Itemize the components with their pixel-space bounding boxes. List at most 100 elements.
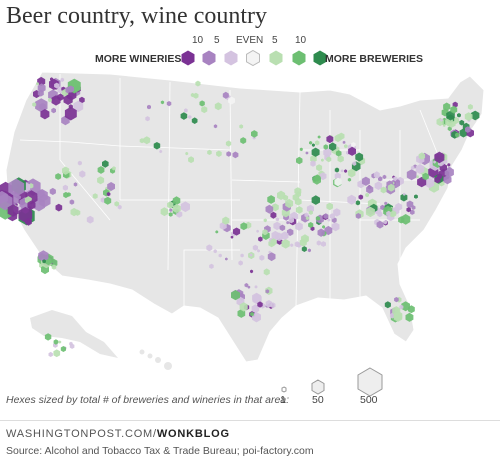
hex-bin bbox=[465, 126, 471, 133]
hex-bin bbox=[240, 253, 244, 258]
hex-bin bbox=[340, 169, 344, 173]
hex-bin bbox=[305, 216, 310, 221]
hex-bin bbox=[270, 238, 277, 246]
hex-bin bbox=[58, 340, 62, 344]
hex-bin bbox=[295, 222, 303, 231]
hex-bins bbox=[0, 76, 480, 358]
hex-bin bbox=[314, 174, 321, 182]
hex-bin bbox=[275, 232, 283, 242]
hex-bin bbox=[417, 176, 427, 188]
hex-bin bbox=[389, 312, 395, 319]
hex-bin bbox=[402, 192, 406, 196]
hex-bin bbox=[406, 169, 417, 181]
hex-bin bbox=[348, 146, 356, 156]
hex-bin bbox=[37, 76, 46, 87]
hex-bin bbox=[384, 301, 391, 309]
hex-bin bbox=[299, 147, 303, 152]
hex-bin bbox=[201, 106, 208, 114]
hawaii-landmass bbox=[139, 349, 172, 370]
hex-bin bbox=[70, 207, 78, 217]
hex-bin bbox=[213, 124, 218, 129]
hex-bin bbox=[334, 167, 340, 173]
hex-bin bbox=[323, 147, 332, 158]
hex-bin bbox=[447, 163, 451, 167]
hex-bin bbox=[37, 189, 45, 198]
hex-bin bbox=[414, 194, 418, 199]
hex-bin bbox=[365, 192, 369, 198]
hex-bin bbox=[295, 206, 303, 214]
hex-bin bbox=[314, 140, 320, 146]
hex-bin bbox=[457, 113, 461, 118]
hex-bin bbox=[327, 218, 331, 222]
hex-bin bbox=[455, 132, 460, 138]
hex-bin bbox=[365, 206, 375, 218]
size-hex-1 bbox=[281, 386, 287, 393]
legend-label-breweries-10: 10 bbox=[295, 35, 307, 46]
hex-bin bbox=[160, 100, 165, 105]
hex-bin bbox=[263, 218, 267, 223]
hex-bin bbox=[443, 175, 452, 185]
hex-bin bbox=[450, 105, 458, 114]
hex-bin bbox=[281, 231, 289, 240]
hex-bin bbox=[250, 311, 254, 317]
hex-bin bbox=[169, 208, 173, 212]
size-legend: Hexes sized by total # of breweries and … bbox=[0, 366, 500, 414]
hex-bin bbox=[409, 209, 415, 215]
hex-bin bbox=[267, 252, 276, 262]
hex-bin bbox=[334, 177, 342, 187]
hex-bin bbox=[286, 221, 290, 225]
hex-bin bbox=[106, 192, 111, 197]
hex-bin bbox=[32, 102, 37, 107]
hex-bin bbox=[355, 213, 361, 219]
hex-bin bbox=[44, 333, 52, 341]
credit-line[interactable]: WASHINGTONPOST.COM/WONKBLOG bbox=[6, 428, 230, 440]
legend-label-breweries-5: 5 bbox=[272, 35, 278, 46]
hex-bin bbox=[384, 201, 388, 206]
hex-bin bbox=[180, 112, 188, 120]
size-legend-caption: Hexes sized by total # of breweries and … bbox=[6, 394, 290, 406]
hex-bin bbox=[393, 176, 398, 182]
hex-bin bbox=[79, 96, 85, 104]
hex-bin bbox=[380, 186, 387, 194]
hex-bin bbox=[377, 211, 383, 218]
hex-bin bbox=[117, 204, 122, 210]
hex-bin bbox=[209, 263, 214, 269]
hex-bin bbox=[147, 104, 151, 110]
hex-bin bbox=[77, 160, 82, 166]
hex-bin bbox=[160, 207, 169, 217]
hex-bin bbox=[53, 349, 61, 358]
hex-bin bbox=[114, 201, 120, 207]
hex-bin bbox=[288, 216, 294, 224]
hex-bin bbox=[290, 243, 294, 247]
hex-bin bbox=[418, 152, 426, 160]
hex-bin bbox=[265, 204, 274, 214]
hex-bin bbox=[446, 110, 455, 121]
hex-bin bbox=[225, 140, 232, 147]
hex-bin bbox=[326, 156, 332, 163]
hex-bin bbox=[374, 181, 383, 190]
hex-bin bbox=[225, 257, 228, 261]
hex-bin bbox=[256, 229, 259, 233]
hex-bin bbox=[252, 312, 261, 323]
hex-bin bbox=[310, 155, 317, 163]
us-hex-map bbox=[0, 71, 485, 370]
hex-bin bbox=[251, 130, 258, 138]
hex-bin bbox=[304, 212, 309, 218]
hex-bin bbox=[240, 222, 248, 231]
hex-bin bbox=[308, 210, 313, 215]
hex-bin bbox=[97, 166, 105, 174]
hex-bin bbox=[63, 94, 73, 105]
hex-bin bbox=[308, 222, 314, 228]
hex-bin bbox=[97, 176, 105, 185]
hex-bin bbox=[172, 196, 181, 205]
hex-bin bbox=[442, 123, 446, 127]
size-legend-50: 50 bbox=[312, 394, 324, 406]
hex-bin bbox=[55, 173, 62, 180]
hex-bin bbox=[232, 151, 239, 159]
hex-bin bbox=[310, 226, 315, 231]
hex-bin bbox=[331, 222, 340, 232]
hex-bin bbox=[180, 201, 190, 213]
hex-bin bbox=[38, 250, 49, 262]
hex-bin bbox=[321, 158, 324, 162]
hex-bin bbox=[393, 312, 403, 322]
